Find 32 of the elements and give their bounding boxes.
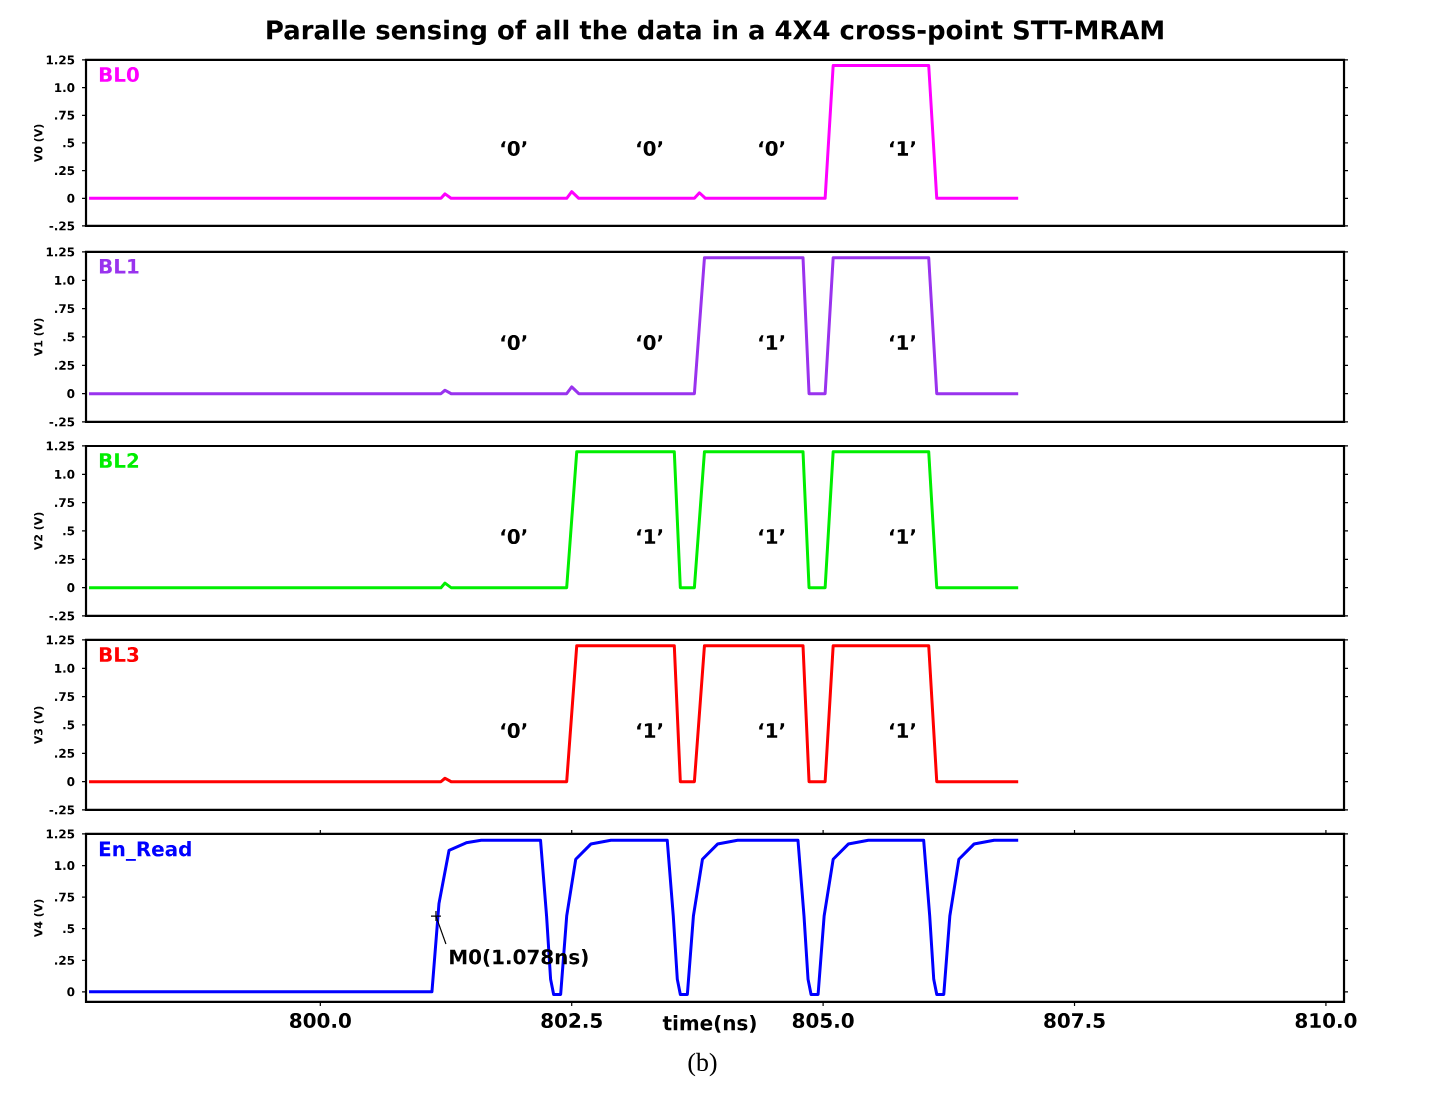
annotation: ‘0’ <box>759 140 785 156</box>
x-tick-label: 807.5 <box>1044 1012 1105 1029</box>
line-series <box>87 256 1020 396</box>
annotation: ‘1’ <box>637 723 663 738</box>
line-series <box>87 64 1020 200</box>
text: En_Read <box>99 840 191 861</box>
text: (b) <box>688 1052 717 1077</box>
text: BL3 <box>99 646 139 663</box>
text: BL0 <box>99 66 139 83</box>
x-tick-label: 800.0 <box>290 1012 351 1029</box>
x-tick-label: 805.0 <box>792 1012 854 1029</box>
text: BL1 <box>99 259 139 274</box>
annotation: ‘0’ <box>637 335 663 351</box>
annotation: ‘0’ <box>501 140 527 156</box>
annotation: ‘1’ <box>759 529 785 544</box>
annotation: ‘1’ <box>890 529 915 544</box>
x-tick-label: 810.0 <box>1295 1012 1357 1029</box>
annotation: ‘0’ <box>501 335 527 351</box>
annotation: ‘1’ <box>759 335 785 350</box>
x-tick-label: 802.5 <box>541 1012 602 1029</box>
annotation: ‘1’ <box>890 141 915 156</box>
annotation: ‘1’ <box>759 723 785 738</box>
text: BL2 <box>99 452 139 468</box>
x-axis-title: time(ns) <box>662 1014 756 1033</box>
annotation: ‘0’ <box>501 723 527 739</box>
chart-title: Paralle sensing of all the data in a 4X4 cross-point STT-MRAM <box>267 19 1163 45</box>
annotation: ‘1’ <box>890 335 915 350</box>
annotation: ‘1’ <box>637 529 663 544</box>
annotation: ‘1’ <box>890 723 915 738</box>
line-series <box>87 838 1020 996</box>
annotation: ‘0’ <box>637 140 663 156</box>
annotation: ‘0’ <box>501 529 527 545</box>
